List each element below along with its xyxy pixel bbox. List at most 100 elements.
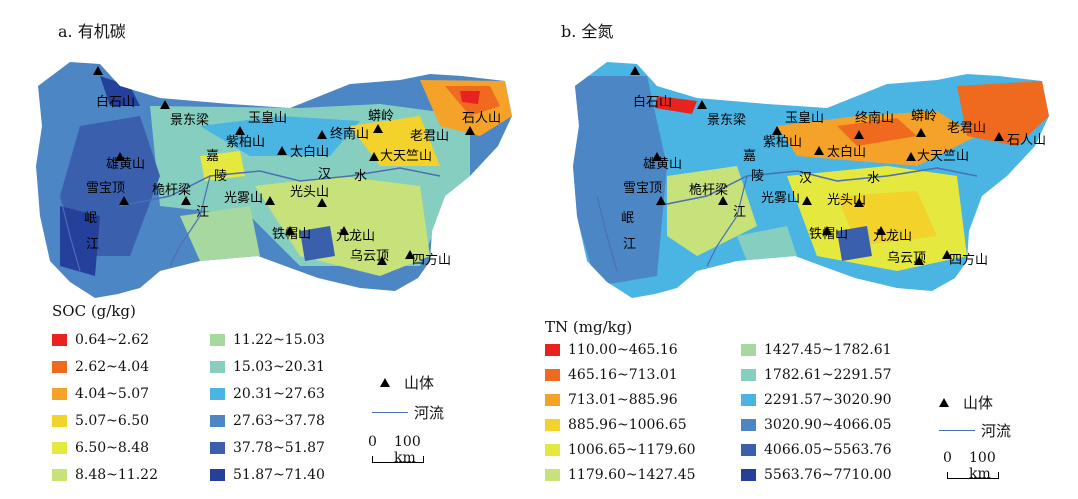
legend-item: 15.03~20.31 xyxy=(210,359,325,375)
legend-item: 4.04~5.07 xyxy=(52,386,149,402)
panel-title: b. 全氮 xyxy=(561,22,614,41)
label-yuhuangshan: 玉皇山 xyxy=(248,111,287,126)
label-jialing-1: 嘉 xyxy=(206,149,219,164)
triangle-icon xyxy=(465,126,475,135)
triangle-icon xyxy=(802,196,812,205)
label-jialing-3: 江 xyxy=(733,205,746,220)
legend-item: 8.48~11.22 xyxy=(52,467,158,483)
triangle-icon xyxy=(854,130,864,139)
legend-swatch xyxy=(741,394,756,406)
triangle-icon xyxy=(317,198,327,207)
panel-title: a. 有机碳 xyxy=(58,22,126,41)
triangle-icon xyxy=(265,196,275,205)
legend-swatch xyxy=(545,344,560,356)
triangle-icon xyxy=(772,126,782,135)
legend-item: 6.50~8.48 xyxy=(52,440,149,456)
label-xionghuangshan: 雄黄山 xyxy=(643,157,682,172)
legend-label: 15.03~20.31 xyxy=(233,359,325,375)
legend-item: 2.62~4.04 xyxy=(52,359,149,375)
river-minjiang xyxy=(59,195,81,272)
soc-map: 白石山 景东梁 玉皇山 紫柏山 终南山 蟒岭 老君山 石人山 太白山 大天竺山 … xyxy=(36,62,512,298)
triangle-icon xyxy=(906,152,916,161)
legend-item: 4066.05~5563.76 xyxy=(741,442,892,458)
triangle-icon xyxy=(854,198,864,207)
scale-zero: 0 xyxy=(368,434,377,450)
legend-label: 2.62~4.04 xyxy=(75,359,150,375)
legend-label: 6.50~8.48 xyxy=(75,440,150,456)
triangle-icon xyxy=(115,152,125,161)
label-xionghuangshan: 雄黄山 xyxy=(106,157,145,172)
label-jialing-1: 嘉 xyxy=(743,149,756,164)
legend-river-label: 河流 xyxy=(981,422,1012,440)
legend-mountain: 山体 xyxy=(939,392,993,413)
legend-swatch xyxy=(52,442,67,454)
legend-swatch xyxy=(741,419,756,431)
triangle-icon xyxy=(814,146,824,155)
label-manglin: 蟒岭 xyxy=(368,109,394,124)
triangle-icon xyxy=(93,66,103,75)
legend-item: 3020.90~4066.05 xyxy=(741,417,892,433)
label-minjiang-2: 江 xyxy=(623,237,636,252)
legend-item: 1006.65~1179.60 xyxy=(545,442,696,458)
legend-swatch xyxy=(210,442,225,454)
triangle-icon xyxy=(160,100,170,109)
label-xuebaoding: 雪宝顶 xyxy=(623,181,662,196)
legend-swatch xyxy=(741,444,756,456)
legend-item: 20.31~27.63 xyxy=(210,386,325,402)
legend-item: 1782.61~2291.57 xyxy=(741,367,892,383)
label-shirenshan: 石人山 xyxy=(462,111,501,126)
legend-swatch xyxy=(52,415,67,427)
legend-swatch xyxy=(52,469,67,481)
legend-label: 5.07~6.50 xyxy=(75,413,150,429)
label-zhongnanshan: 终南山 xyxy=(855,110,894,126)
triangle-icon xyxy=(939,398,949,407)
label-minjiang-1: 岷 xyxy=(84,211,97,226)
legend-label: 8.48~11.22 xyxy=(75,467,158,483)
triangle-icon xyxy=(630,66,640,75)
triangle-icon xyxy=(181,196,191,205)
legend-river: 河流 xyxy=(372,402,444,423)
triangle-icon xyxy=(235,126,245,135)
label-hanshui-2: 水 xyxy=(354,169,367,184)
label-zibaishan: 紫柏山 xyxy=(226,135,265,150)
triangle-icon xyxy=(317,130,327,139)
legend-swatch xyxy=(52,334,67,346)
triangle-icon xyxy=(718,196,728,205)
label-taibaishan: 太白山 xyxy=(827,144,866,160)
legend-item: 1179.60~1427.45 xyxy=(545,467,696,483)
legend-swatch xyxy=(210,469,225,481)
legend-label: 2291.57~3020.90 xyxy=(764,392,892,408)
legend-item: 11.22~15.03 xyxy=(210,332,325,348)
legend-item: 27.63~37.78 xyxy=(210,413,325,429)
triangle-icon xyxy=(405,250,415,259)
legend-title: TN (mg/kg) xyxy=(545,318,633,336)
label-laojunshan: 老君山 xyxy=(410,129,449,144)
legend-item: 37.78~51.87 xyxy=(210,440,325,456)
label-baishishan: 白石山 xyxy=(633,94,672,110)
legend-label: 5563.76~7710.00 xyxy=(764,467,892,483)
legend-label: 1782.61~2291.57 xyxy=(764,367,892,383)
label-taibaishan: 太白山 xyxy=(290,144,329,160)
triangle-icon xyxy=(942,250,952,259)
label-sifangshan: 四方山 xyxy=(412,252,451,268)
label-hanshui-1: 汉 xyxy=(318,167,331,182)
label-datiantangshan: 大天竺山 xyxy=(380,149,432,164)
legend-item: 110.00~465.16 xyxy=(545,342,678,358)
legend-label: 4066.05~5563.76 xyxy=(764,442,892,458)
label-zhongnanshan: 终南山 xyxy=(330,126,369,142)
river-minjiang xyxy=(596,195,618,272)
triangle-icon xyxy=(339,226,349,235)
legend-label: 4.04~5.07 xyxy=(75,386,150,402)
legend-item: 2291.57~3020.90 xyxy=(741,392,892,408)
river-hanshui xyxy=(656,167,978,207)
river-hanshui xyxy=(119,167,441,207)
triangle-icon xyxy=(697,100,707,109)
triangle-icon xyxy=(285,226,295,235)
triangle-icon xyxy=(914,256,924,265)
label-minjiang-1: 岷 xyxy=(621,211,634,226)
label-huanganliang: 桅杆梁 xyxy=(689,182,728,198)
label-manglin: 蟒岭 xyxy=(911,109,937,124)
legend-item: 5.07~6.50 xyxy=(52,413,149,429)
legend-label: 51.87~71.40 xyxy=(233,467,325,483)
label-jingdongliang: 景东梁 xyxy=(707,113,746,128)
